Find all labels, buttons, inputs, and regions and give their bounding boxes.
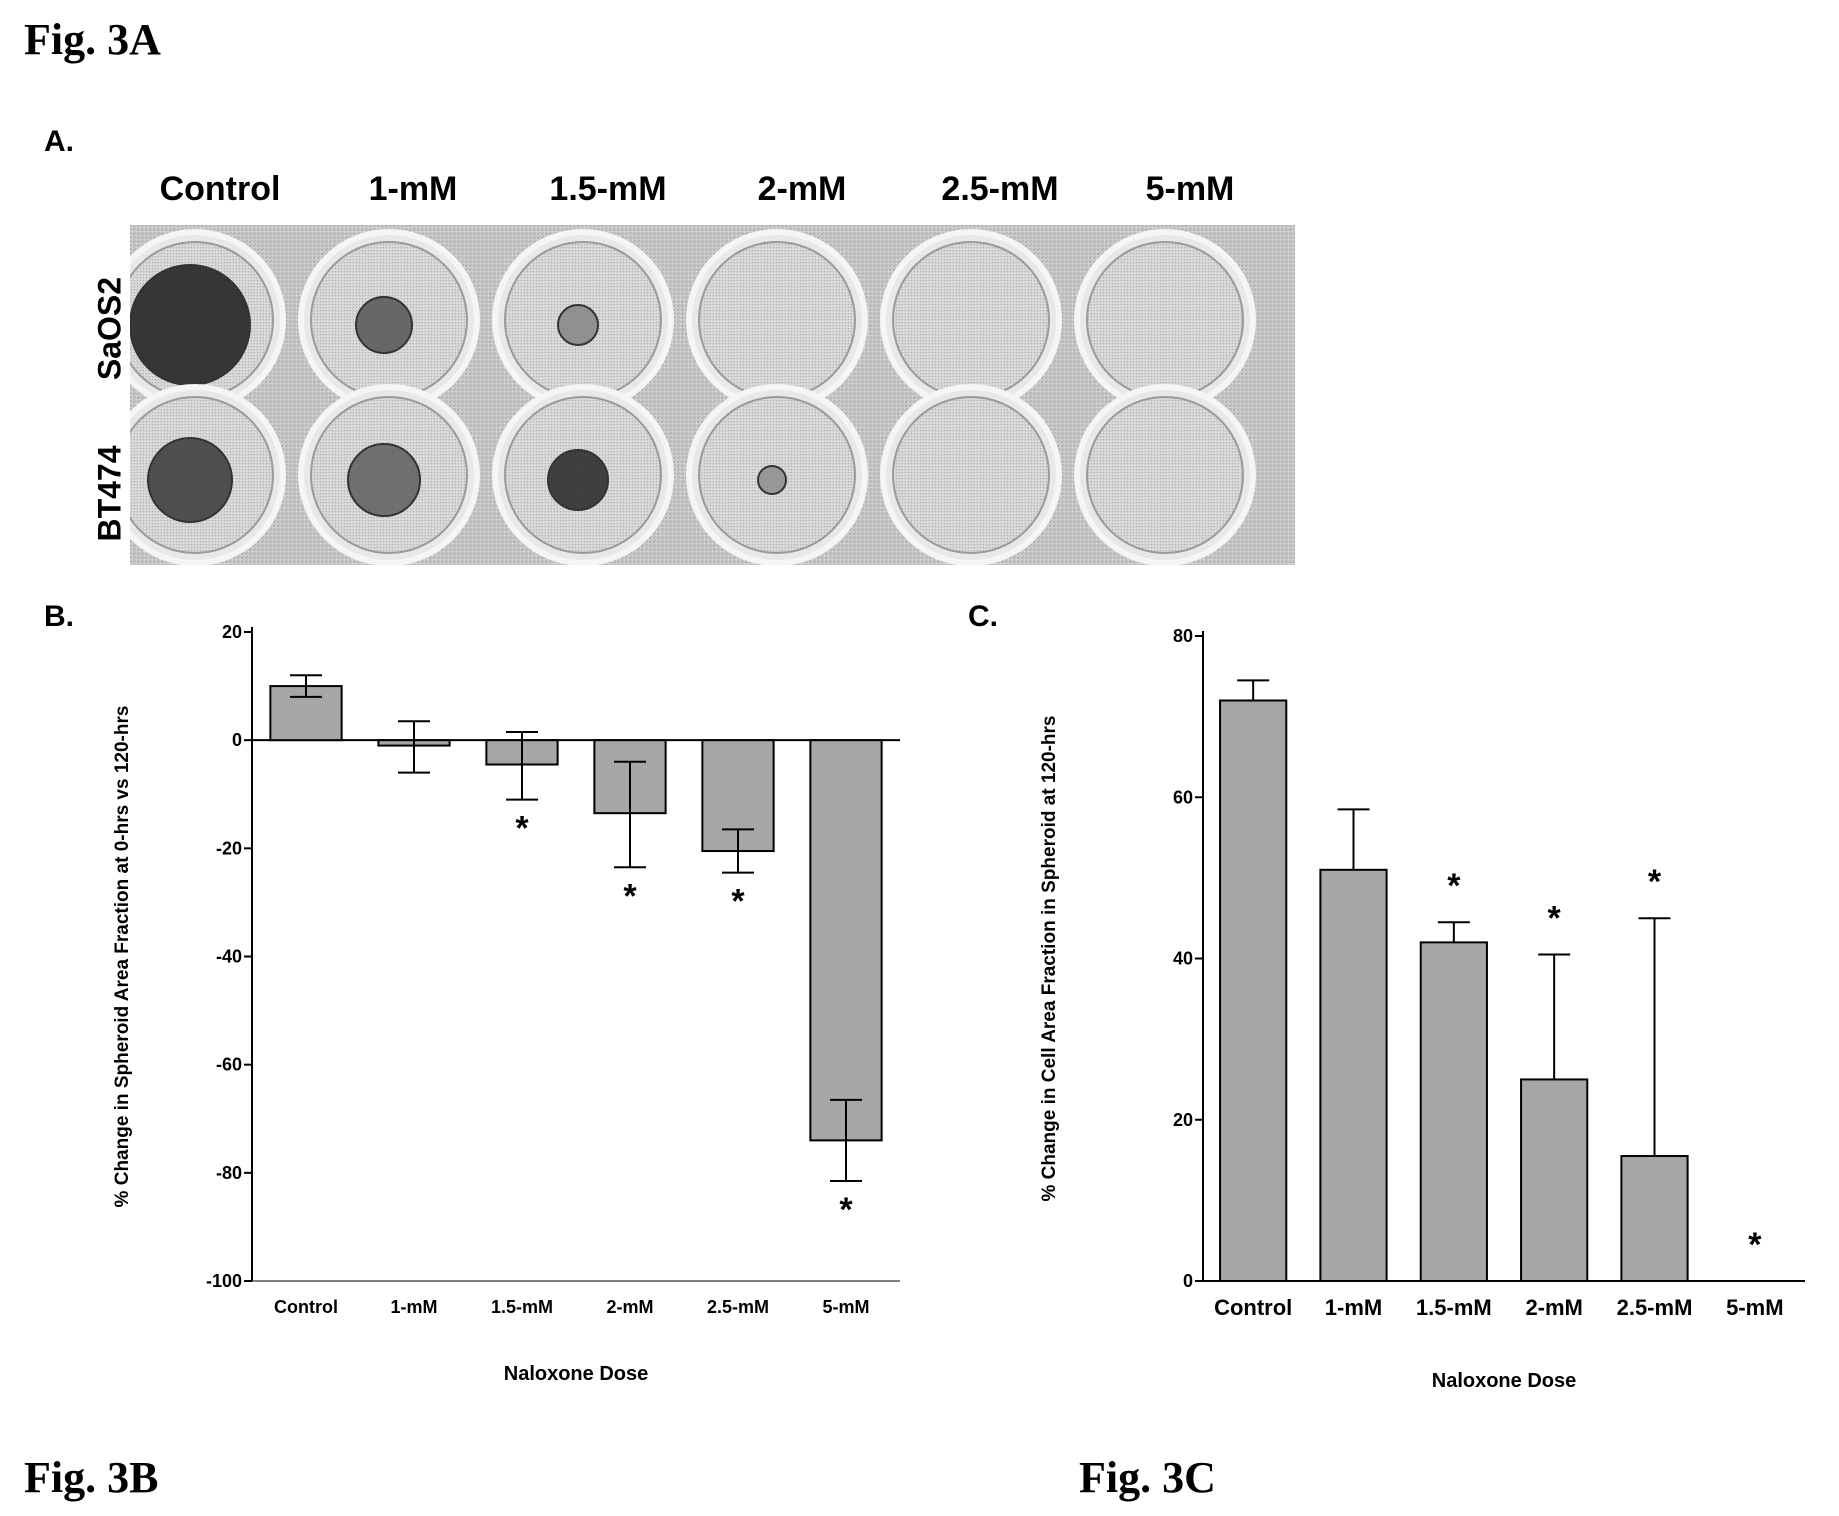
y-tick-label: -100 [206,1271,242,1291]
y-tick-label: -20 [216,838,242,858]
y-tick-label: 60 [1173,787,1193,807]
bar [1620,1155,1689,1282]
significance-asterisk: * [1447,867,1461,905]
bar [809,739,883,1142]
chart-b: 20 0 -20 -40 -60 -80 -100 Control 1-mM 1.5-mM * 2-m… [112,622,900,1385]
y-tick-label: -60 [216,1055,242,1075]
significance-asterisk: * [623,877,637,915]
y-tick-label: 20 [222,622,242,642]
category-label: 2-mM [606,1297,653,1317]
figure-3c-title: Fig. 3C [1079,1453,1216,1502]
category-label: 5-mM [1726,1295,1783,1320]
bar [1419,941,1488,1282]
figure-3b-title: Fig. 3B [24,1453,159,1502]
y-tick-label: -80 [216,1163,242,1183]
dose-header-5mm: 5-mM [1145,170,1235,208]
category-label: 2-mM [1525,1295,1582,1320]
bar [1319,868,1388,1282]
spheroid [757,465,787,495]
category-label: 2.5-mM [707,1297,769,1317]
category-label: 1.5-mM [491,1297,553,1317]
well [1086,396,1244,554]
panel-a-label: A. [44,125,74,158]
well [892,396,1050,554]
y-tick-label: 20 [1173,1110,1193,1130]
dose-header-1-5mm: 1.5-mM [549,170,667,208]
dose-header-control: Control [159,170,281,208]
spheroid [557,304,599,346]
significance-asterisk: * [1748,1226,1762,1264]
significance-asterisk: * [1548,899,1562,937]
chart-c: 80 60 40 20 0 Control 1-mM 1.5-mM * 2-mM * 2.5-mM * 5… [1039,626,1805,1392]
bar [1520,1078,1589,1282]
dose-header-2mm: 2-mM [757,170,847,208]
dose-header-2-5mm: 2.5-mM [941,170,1059,208]
significance-asterisk: * [839,1191,853,1229]
significance-asterisk: * [731,883,745,921]
y-axis-label: % Change in Spheroid Area Fraction at 0-… [112,706,133,1208]
x-axis-label: Naloxone Dose [504,1363,648,1385]
significance-asterisk: * [515,810,529,848]
spheroid [355,296,413,354]
category-label: 1-mM [390,1297,437,1317]
spheroid [147,437,233,523]
y-tick-label: 40 [1173,949,1193,969]
spheroid [547,449,609,511]
panel-b-label: B. [44,600,74,633]
y-axis-label: % Change in Cell Area Fraction in Sphero… [1039,715,1060,1201]
bar [1219,699,1288,1282]
x-axis-label: Naloxone Dose [1432,1370,1576,1392]
figure-3a-title: Fig. 3A [24,15,161,64]
category-label: 2.5-mM [1617,1295,1693,1320]
category-label: Control [1214,1295,1292,1320]
significance-asterisk: * [1648,863,1662,901]
category-label: 1.5-mM [1416,1295,1492,1320]
y-tick-label: 0 [232,730,242,750]
y-tick-label: -40 [216,947,242,967]
category-label: 5-mM [822,1297,869,1317]
y-tick-label: 80 [1173,626,1193,646]
category-label: 1-mM [1325,1295,1382,1320]
category-label: Control [274,1297,338,1317]
spheroid [347,443,421,517]
y-tick-label: 0 [1183,1271,1193,1291]
spheroid-well-plate-image [130,225,1295,565]
panel-c-label: C. [968,600,998,633]
dose-header-1mm: 1-mM [368,170,458,208]
